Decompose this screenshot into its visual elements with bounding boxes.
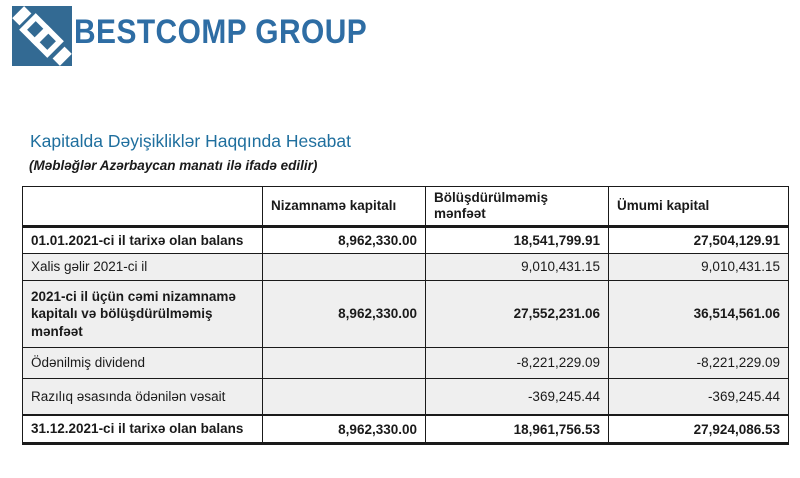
column-header-empty xyxy=(22,186,263,228)
cell-value: -369,245.44 xyxy=(608,377,789,416)
row-label: 31.12.2021-ci il tarixə olan balans xyxy=(22,414,263,445)
row-label: 2021-ci il üçün cəmi nizamnamə kapitalı … xyxy=(22,279,263,348)
column-header-share-capital: Nizamnamə kapitalı xyxy=(262,186,426,228)
cell-value: 27,924,086.53 xyxy=(608,414,789,445)
equity-table: Nizamnamə kapitalı Bölüşdürülməmiş mənfə… xyxy=(22,186,789,445)
page-subtitle: (Məbləğlər Azərbaycan manatı ilə ifadə e… xyxy=(29,158,318,173)
cell-value: 18,541,799.91 xyxy=(425,225,609,254)
table-row: 2021-ci il üçün cəmi nizamnamə kapitalı … xyxy=(22,279,789,348)
table-row: 01.01.2021-ci il tarixə olan balans 8,96… xyxy=(22,225,789,254)
row-label: Razılıq əsasında ödənilən vəsait xyxy=(22,377,263,416)
cell-value: 8,962,330.00 xyxy=(262,279,426,348)
cell-value xyxy=(262,377,426,416)
table-row: Ödənilmiş dividend -8,221,229.09 -8,221,… xyxy=(22,346,789,379)
cell-value: 27,552,231.06 xyxy=(425,279,609,348)
row-label: 01.01.2021-ci il tarixə olan balans xyxy=(22,225,263,254)
cell-value: 8,962,330.00 xyxy=(262,414,426,445)
column-header-total-equity: Ümumi kapital xyxy=(608,186,789,228)
table-row: 31.12.2021-ci il tarixə olan balans 8,96… xyxy=(22,414,789,445)
cell-value xyxy=(262,346,426,379)
brand-wordmark: BESTCOMP GROUP xyxy=(74,13,368,51)
cell-value: -369,245.44 xyxy=(425,377,609,416)
cell-value: 9,010,431.15 xyxy=(608,252,789,281)
cell-value: 9,010,431.15 xyxy=(425,252,609,281)
row-label: Xalis gəlir 2021-ci il xyxy=(22,252,263,281)
table-row: Xalis gəlir 2021-ci il 9,010,431.15 9,01… xyxy=(22,252,789,281)
cell-value: 8,962,330.00 xyxy=(262,225,426,254)
page-title: Kapitalda Dəyişikliklər Haqqında Hesabat xyxy=(30,131,352,151)
cell-value xyxy=(262,252,426,281)
cell-value: -8,221,229.09 xyxy=(425,346,609,379)
cell-value: 27,504,129.91 xyxy=(608,225,789,254)
cell-value: 36,514,561.06 xyxy=(608,279,789,348)
table-row: Razılıq əsasında ödənilən vəsait -369,24… xyxy=(22,377,789,416)
bestcomp-logo-icon xyxy=(12,6,72,66)
table-header-row: Nizamnamə kapitalı Bölüşdürülməmiş mənfə… xyxy=(22,186,789,228)
cell-value: 18,961,756.53 xyxy=(425,414,609,445)
row-label: Ödənilmiş dividend xyxy=(22,346,263,379)
brand-header xyxy=(12,6,72,66)
column-header-retained-earnings: Bölüşdürülməmiş mənfəət xyxy=(425,186,609,228)
cell-value: -8,221,229.09 xyxy=(608,346,789,379)
